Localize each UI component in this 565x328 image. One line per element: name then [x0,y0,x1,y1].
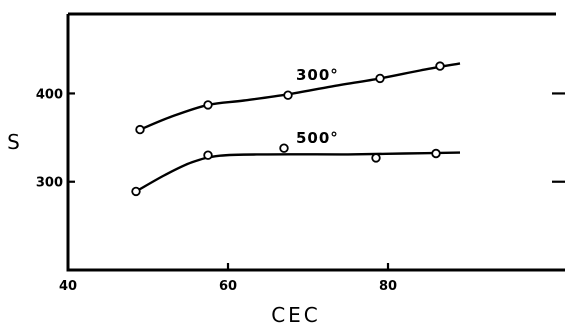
data-point-1-1 [203,150,213,160]
y-tick-label-300: 300 [36,176,63,191]
y-axis-title: S [7,130,23,154]
data-point-0-1 [203,100,213,110]
y-tick-label-400: 400 [36,87,63,102]
data-point-0-3 [375,73,385,84]
data-point-1-3 [371,153,381,163]
series-label-300: 300° [296,66,339,84]
series-line-1 [135,151,461,193]
data-point-1-4 [431,148,441,159]
x-tick-label-40: 40 [59,279,77,294]
data-points [131,61,445,197]
data-point-1-0 [131,186,141,197]
series-label-500: 500° [296,129,339,147]
ticks: 40 60 80 300 400 [36,87,565,294]
x-tick-label-60: 60 [219,279,237,294]
x-tick-label-80: 80 [379,279,397,294]
data-point-1-2 [279,143,289,153]
data-point-0-0 [135,124,145,135]
data-point-0-2 [283,90,293,100]
x-axis-title: CEC [271,303,321,327]
data-point-0-4 [435,61,445,71]
